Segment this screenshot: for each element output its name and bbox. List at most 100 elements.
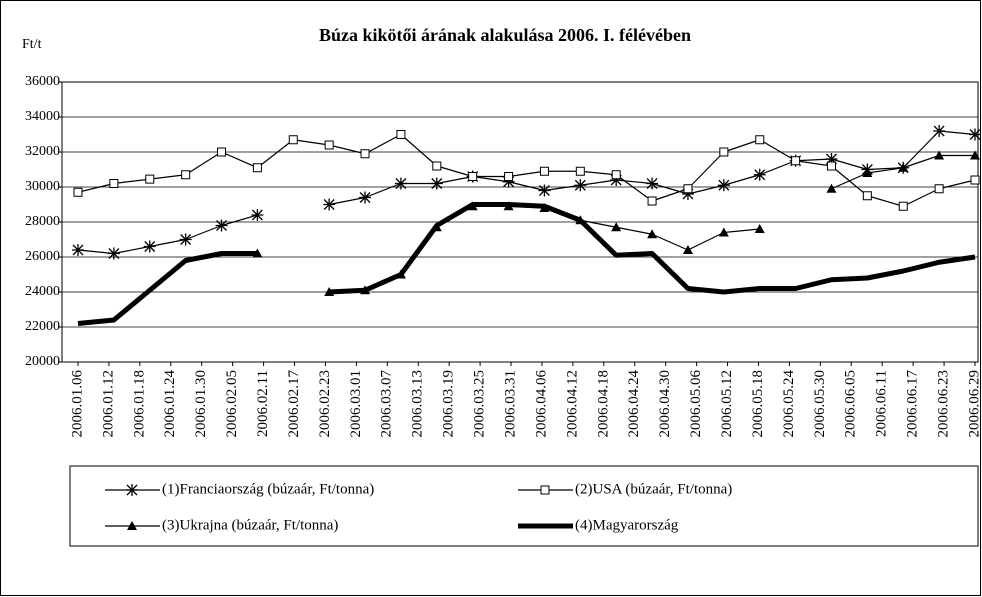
marker-square [539,166,549,176]
marker-square [826,161,836,171]
x-tick-label: 2006.02.23 [317,370,333,438]
marker-square [360,149,370,159]
chart-title: Búza kikötői árának alakulása 2006. I. f… [319,25,691,45]
legend-label: (1)Franciaország (búzaár, Ft/tonna) [162,481,374,497]
x-tick-label: 2006.01.30 [193,370,209,438]
x-tick-label: 2006.03.13 [410,370,426,438]
marker-square [504,172,514,181]
y-tick-label: 30000 [25,179,60,194]
x-tick-label: 2006.01.12 [100,370,116,438]
marker-square [683,184,693,194]
marker-triangle [718,227,729,237]
marker-square [611,170,621,180]
marker-square [109,179,119,188]
marker-star [430,177,443,190]
x-tick-label: 2006.06.11 [874,370,890,437]
x-tick-label: 2006.05.06 [688,370,704,438]
marker-star [933,125,946,137]
x-tick-label: 2006.04.24 [626,370,642,438]
marker-square [719,147,729,157]
x-tick-label: 2006.02.05 [224,370,240,438]
marker-star [359,191,372,204]
marker-triangle [754,224,765,233]
marker-square [252,163,262,173]
marker-square [755,135,765,145]
series-line [77,202,976,326]
legend-box [69,465,979,547]
x-tick-label: 2006.06.05 [843,370,859,438]
marker-star [143,240,156,253]
marker-square [575,166,585,176]
marker-star [681,188,694,200]
marker-square [791,156,801,166]
marker-star [502,175,515,188]
x-tick-label: 2006.05.24 [781,370,797,438]
marker-triangle [682,245,693,254]
legend-marker [127,521,137,530]
y-tick-label: 32000 [25,144,60,159]
marker-triangle [862,168,873,177]
x-tick-label: 2006.06.17 [905,370,921,438]
x-tick-label: 2006.02.11 [255,370,271,437]
x-tick-label: 2006.06.29 [966,370,982,438]
marker-star [825,153,838,165]
marker-triangle [934,150,945,160]
marker-triangle [898,162,909,172]
y-tick-label: 28000 [25,214,60,229]
marker-star [179,233,192,246]
y-tick-label: 34000 [25,109,60,124]
marker-star [251,209,264,221]
x-tick-label: 2006.05.12 [719,370,735,438]
y-tick-label: 24000 [25,284,60,299]
marker-star [610,174,623,186]
marker-star [394,177,407,190]
x-tick-label: 2006.05.30 [812,370,828,438]
x-tick-label: 2006.03.25 [472,370,488,438]
marker-star [753,168,766,181]
marker-star [215,219,228,232]
marker-square [898,201,908,211]
marker-triangle [647,229,658,239]
x-tick-label: 2006.01.24 [162,370,178,438]
x-tick-label: 2006.03.01 [348,370,364,438]
marker-star [107,247,120,260]
y-tick-label: 20000 [25,354,60,369]
marker-square [324,140,334,150]
marker-star [717,179,730,192]
marker-square [468,172,478,181]
legend-label: (3)Ukrajna (búzaár, Ft/tonna) [162,517,338,533]
marker-star [538,184,551,197]
y-tick-label: 36000 [25,74,60,89]
y-tick-label: 22000 [25,319,60,334]
marker-square [396,130,406,139]
marker-triangle [970,150,980,160]
legend-marker [540,485,550,495]
legend-label: (2)USA (búzaár, Ft/tonna) [575,481,732,497]
x-tick-label: 2006.06.23 [936,370,952,438]
x-tick-label: 2006.01.06 [69,370,85,438]
legend-marker [126,484,138,496]
marker-square [288,135,298,145]
marker-star [574,179,587,192]
marker-star [72,244,84,256]
marker-square [970,175,980,185]
x-tick-label: 2006.05.18 [750,370,766,438]
marker-square [934,184,944,194]
y-axis-label: Ft/t [22,37,42,52]
x-tick-label: 2006.01.18 [131,370,147,438]
marker-triangle [611,222,622,232]
marker-triangle [826,183,837,193]
x-tick-label: 2006.04.12 [564,370,580,438]
marker-square [145,174,155,184]
marker-square [647,196,657,206]
x-tick-label: 2006.03.31 [502,370,518,438]
legend-label: (4)Magyarország [575,517,679,533]
marker-square [217,147,227,157]
x-tick-label: 2006.03.07 [379,370,395,438]
marker-star [969,128,981,141]
x-tick-label: 2006.04.30 [657,370,673,438]
x-tick-label: 2006.03.19 [441,370,457,438]
marker-square [181,170,191,180]
marker-square [862,191,872,201]
x-tick-label: 2006.02.17 [286,370,302,438]
